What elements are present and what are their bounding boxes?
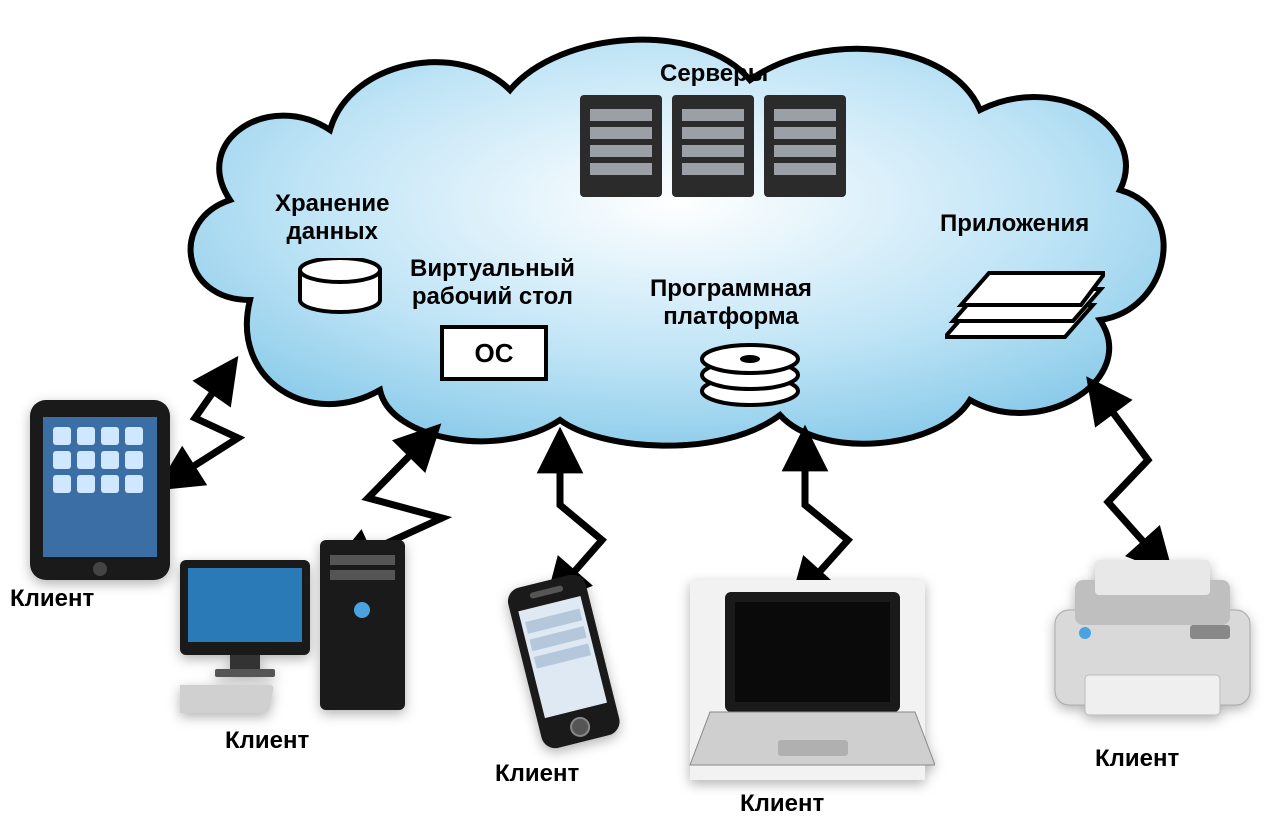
client-label-desktop: Клиент [225, 727, 309, 755]
phone-device-icon [490, 575, 630, 760]
diagram-stage: Серверы Хранение данных Виртуальный рабо… [0, 0, 1280, 819]
laptop-device-icon [680, 580, 935, 785]
desktop-device-icon [180, 540, 410, 730]
client-label-printer: Клиент [1095, 745, 1179, 773]
client-label-laptop: Клиент [740, 790, 824, 818]
client-label-tablet: Клиент [10, 585, 94, 613]
client-label-phone: Клиент [495, 760, 579, 788]
printer-device-icon [1040, 555, 1265, 735]
tablet-device-icon [25, 395, 175, 585]
